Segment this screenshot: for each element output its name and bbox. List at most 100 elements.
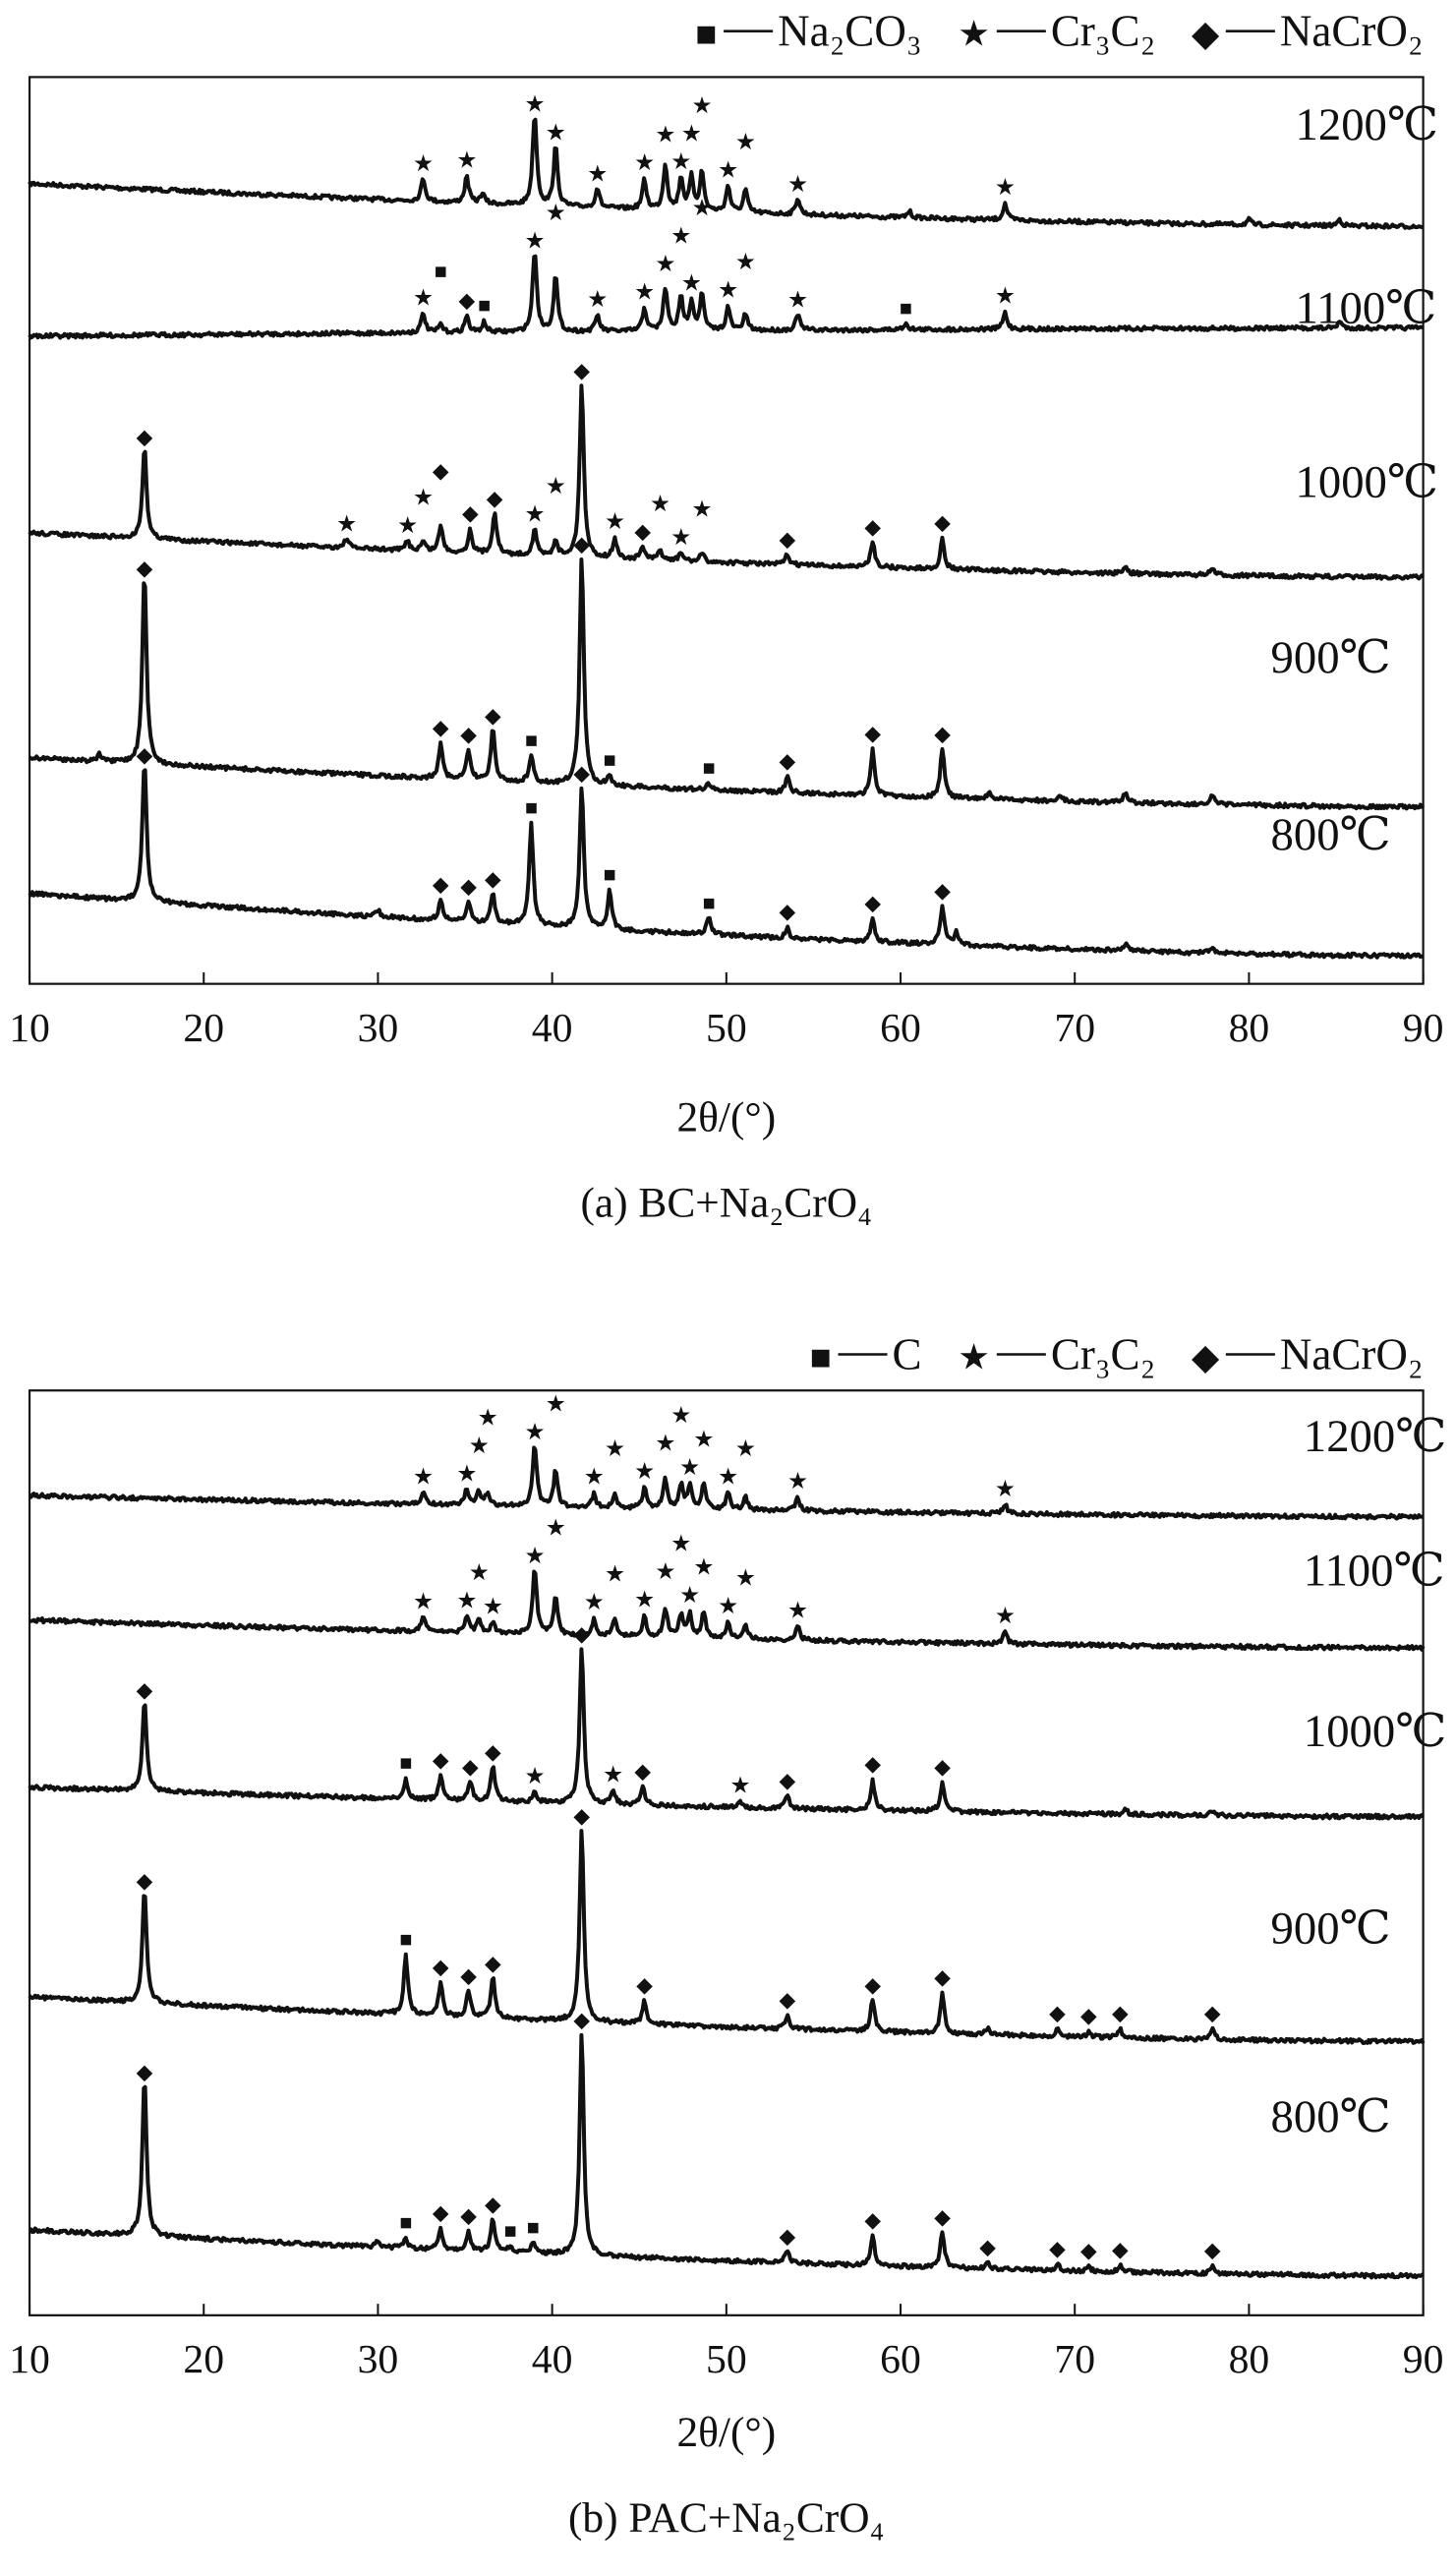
phase-marker-star: ★ [336, 511, 357, 537]
phase-marker-star: ★ [605, 509, 625, 535]
phase-marker-diamond: ◆ [573, 533, 590, 556]
x-tick-label: 20 [183, 1006, 224, 1051]
phase-marker-diamond: ◆ [864, 1752, 881, 1776]
phase-marker-star: ★ [456, 1588, 477, 1613]
phase-marker-star: ★ [524, 501, 545, 527]
phase-marker-diamond: ◆ [1204, 2001, 1221, 2024]
phase-marker-star: ★ [605, 1436, 625, 1462]
phase-marker-star: ★ [456, 1462, 477, 1488]
phase-marker-star: ★ [787, 172, 808, 198]
temperature-label: 800℃ [1271, 2091, 1391, 2142]
phase-marker-star: ★ [469, 1560, 490, 1586]
temperature-label: 900℃ [1271, 632, 1391, 683]
phase-marker-diamond: ◆ [137, 2060, 153, 2083]
phase-marker-square: ■ [399, 2211, 412, 2235]
phase-marker-diamond: ◆ [460, 2203, 477, 2227]
phase-marker-star: ★ [524, 228, 545, 254]
phase-marker-diamond: ◆ [780, 900, 796, 923]
phase-marker-star: ★ [546, 1516, 566, 1542]
phase-marker-star: ★ [605, 1562, 625, 1588]
phase-marker-square: ■ [703, 756, 716, 780]
x-axis-label: 2θ/(°) [676, 2409, 776, 2456]
phase-marker-diamond: ◆ [1049, 2002, 1066, 2025]
legend-symbol: ◆ [1192, 1337, 1220, 1377]
legend-symbol: ★ [958, 14, 990, 54]
phase-marker-diamond: ◆ [433, 459, 449, 483]
x-tick-label: 70 [1054, 2337, 1095, 2382]
phase-marker-diamond: ◆ [1204, 2239, 1221, 2262]
phase-marker-diamond: ◆ [458, 288, 475, 312]
phase-marker-diamond: ◆ [137, 1869, 153, 1893]
phase-marker-square: ■ [504, 2219, 517, 2243]
phase-marker-star: ★ [735, 130, 756, 155]
phase-marker-star: ★ [413, 151, 434, 177]
x-tick-label: 80 [1229, 2337, 1270, 2382]
x-tick-label: 30 [358, 1006, 399, 1051]
phase-marker-star: ★ [587, 161, 608, 187]
xrd-pattern-0 [28, 1445, 1425, 1521]
phase-marker-star: ★ [670, 1531, 691, 1556]
xrd-pattern-2 [28, 383, 1426, 581]
x-tick-label: 10 [9, 1006, 50, 1051]
phase-marker-star: ★ [413, 1590, 434, 1615]
phase-marker-star: ★ [787, 1599, 808, 1624]
phase-marker-star: ★ [456, 148, 477, 174]
phase-marker-diamond: ◆ [1080, 2239, 1097, 2262]
panel-caption: (b) PAC+Na₂CrO₄ [568, 2494, 885, 2542]
xrd-pattern-3 [28, 557, 1426, 811]
phase-marker-diamond: ◆ [485, 2193, 501, 2216]
legend-label: Na₂CO₃ [778, 7, 921, 56]
xrd-pattern-2 [28, 1647, 1426, 1821]
phase-marker-star: ★ [670, 224, 691, 250]
phase-marker-square: ■ [525, 795, 538, 819]
phase-marker-star: ★ [655, 1432, 675, 1457]
phase-marker-star: ★ [584, 1590, 605, 1615]
phase-marker-diamond: ◆ [137, 556, 153, 580]
legend-label: Cr₃C₂ [1051, 7, 1155, 56]
phase-marker-diamond: ◆ [780, 1988, 796, 2012]
x-tick-label: 20 [183, 2337, 224, 2382]
phase-marker-star: ★ [413, 485, 434, 510]
phase-marker-diamond: ◆ [573, 2009, 590, 2032]
x-tick-label: 10 [9, 2337, 50, 2382]
xrd-pattern-0 [28, 117, 1425, 230]
phase-marker-star: ★ [469, 1434, 490, 1459]
phase-marker-diamond: ◆ [137, 743, 153, 767]
phase-marker-square: ■ [399, 1751, 412, 1775]
phase-marker-star: ★ [603, 1763, 623, 1788]
phase-marker-star: ★ [681, 122, 702, 147]
x-tick-label: 40 [532, 2337, 573, 2382]
phase-marker-star: ★ [524, 91, 545, 117]
phase-marker-star: ★ [730, 1773, 751, 1798]
phase-marker-diamond: ◆ [460, 875, 477, 899]
phase-marker-square: ■ [399, 1927, 412, 1951]
xrd-pattern-4 [28, 768, 1425, 960]
phase-marker-diamond: ◆ [934, 723, 951, 746]
phase-marker-diamond: ◆ [934, 511, 951, 535]
phase-marker-star: ★ [692, 498, 713, 523]
phase-marker-diamond: ◆ [864, 515, 881, 539]
x-tick-label: 60 [880, 2337, 921, 2382]
phase-marker-diamond: ◆ [137, 425, 153, 448]
plot-frame [28, 1389, 1425, 2316]
phase-marker-star: ★ [718, 1464, 738, 1490]
legend-symbol: ■ [695, 14, 717, 54]
phase-marker-star: ★ [584, 1464, 605, 1490]
phase-marker-diamond: ◆ [460, 1963, 477, 1987]
phase-marker-star: ★ [787, 1469, 808, 1494]
x-tick-label: 50 [706, 1006, 747, 1051]
phase-marker-star: ★ [524, 1544, 545, 1569]
phase-marker-diamond: ◆ [780, 2224, 796, 2248]
phase-marker-diamond: ◆ [1080, 2004, 1097, 2027]
phase-marker-diamond: ◆ [460, 723, 477, 746]
phase-marker-diamond: ◆ [864, 722, 881, 745]
phase-marker-star: ★ [670, 149, 691, 175]
phase-marker-star: ★ [681, 270, 702, 296]
phase-marker-diamond: ◆ [462, 1755, 479, 1779]
x-tick-label: 30 [358, 2337, 399, 2382]
temperature-label: 1200℃ [1296, 99, 1439, 150]
legend-label: Cr₃C₂ [1051, 1330, 1155, 1379]
phase-marker-star: ★ [655, 122, 675, 147]
plot-frame [28, 76, 1425, 985]
